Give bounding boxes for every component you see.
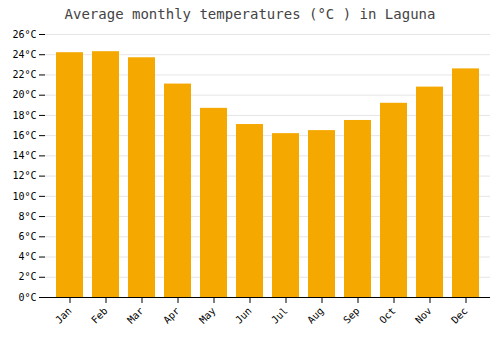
svg-text:Apr: Apr bbox=[161, 305, 182, 326]
svg-text:8°C: 8°C bbox=[18, 211, 36, 222]
svg-text:Aug: Aug bbox=[305, 305, 326, 326]
svg-text:Nov: Nov bbox=[413, 305, 434, 326]
svg-text:10°C: 10°C bbox=[12, 191, 36, 202]
svg-text:4°C: 4°C bbox=[18, 251, 36, 262]
svg-text:12°C: 12°C bbox=[12, 170, 36, 181]
svg-text:0°C: 0°C bbox=[18, 292, 36, 303]
svg-text:Jun: Jun bbox=[233, 305, 254, 326]
svg-text:16°C: 16°C bbox=[12, 130, 36, 141]
svg-text:May: May bbox=[197, 305, 218, 326]
svg-text:20°C: 20°C bbox=[12, 89, 36, 100]
svg-text:Oct: Oct bbox=[377, 305, 398, 326]
svg-text:24°C: 24°C bbox=[12, 49, 36, 60]
svg-text:18°C: 18°C bbox=[12, 110, 36, 121]
svg-text:26°C: 26°C bbox=[12, 29, 36, 40]
html-text:Average monthly temperatures (: Average monthly temperatures (°C ) in La… bbox=[64, 6, 436, 22]
svg-text:22°C: 22°C bbox=[12, 69, 36, 80]
svg-text:Jan: Jan bbox=[53, 305, 74, 326]
svg-text:2°C: 2°C bbox=[18, 271, 36, 282]
svg-text:Sep: Sep bbox=[341, 305, 362, 326]
svg-text:6°C: 6°C bbox=[18, 231, 36, 242]
svg-text:Feb: Feb bbox=[89, 305, 110, 326]
svg-text:Mar: Mar bbox=[125, 305, 146, 326]
svg-text:Dec: Dec bbox=[449, 305, 470, 326]
svg-text:Jul: Jul bbox=[269, 305, 290, 326]
svg-text:14°C: 14°C bbox=[12, 150, 36, 161]
